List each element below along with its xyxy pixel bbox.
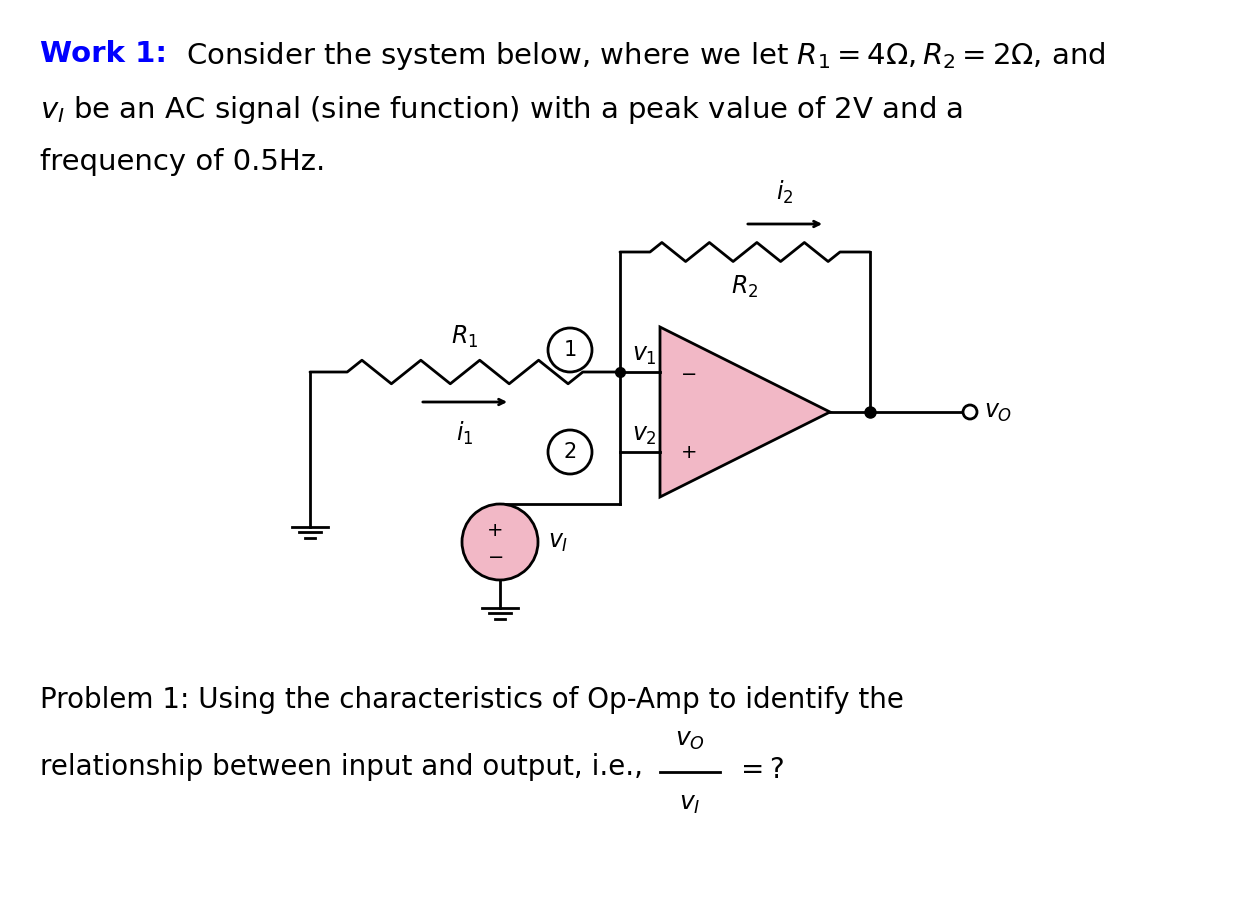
Text: $R_1$: $R_1$ bbox=[452, 324, 478, 350]
Text: +: + bbox=[487, 520, 503, 539]
Text: $i_1$: $i_1$ bbox=[457, 420, 474, 448]
Text: $R_2$: $R_2$ bbox=[731, 274, 759, 300]
Text: frequency of 0.5Hz.: frequency of 0.5Hz. bbox=[40, 148, 326, 176]
Text: $v_2$: $v_2$ bbox=[632, 423, 657, 447]
Text: 1: 1 bbox=[564, 340, 576, 360]
Text: $v_I$: $v_I$ bbox=[548, 530, 569, 554]
Circle shape bbox=[964, 405, 977, 419]
Text: $-$: $-$ bbox=[681, 362, 696, 381]
Text: Consider the system below, where we let $R_1=4\Omega,R_2=2\Omega$, and: Consider the system below, where we let … bbox=[186, 40, 1106, 73]
Text: $+$: $+$ bbox=[681, 442, 697, 461]
Text: $v_O$: $v_O$ bbox=[984, 400, 1013, 424]
Text: $v_I$: $v_I$ bbox=[679, 792, 701, 816]
Text: $i_2$: $i_2$ bbox=[776, 179, 794, 206]
Text: 2: 2 bbox=[564, 442, 576, 462]
Polygon shape bbox=[660, 327, 830, 497]
Text: Problem 1: Using the characteristics of Op-Amp to identify the: Problem 1: Using the characteristics of … bbox=[40, 686, 905, 714]
Text: $v_1$: $v_1$ bbox=[632, 343, 657, 367]
Text: $v_O$: $v_O$ bbox=[676, 728, 704, 752]
Text: relationship between input and output, i.e.,: relationship between input and output, i… bbox=[40, 753, 643, 781]
Text: $= ?$: $= ?$ bbox=[735, 756, 784, 784]
Text: $v_I$ be an AC signal (sine function) with a peak value of 2V and a: $v_I$ be an AC signal (sine function) wi… bbox=[40, 94, 964, 126]
Text: Work 1:: Work 1: bbox=[40, 40, 167, 68]
Circle shape bbox=[462, 504, 538, 580]
Text: $-$: $-$ bbox=[487, 546, 503, 565]
